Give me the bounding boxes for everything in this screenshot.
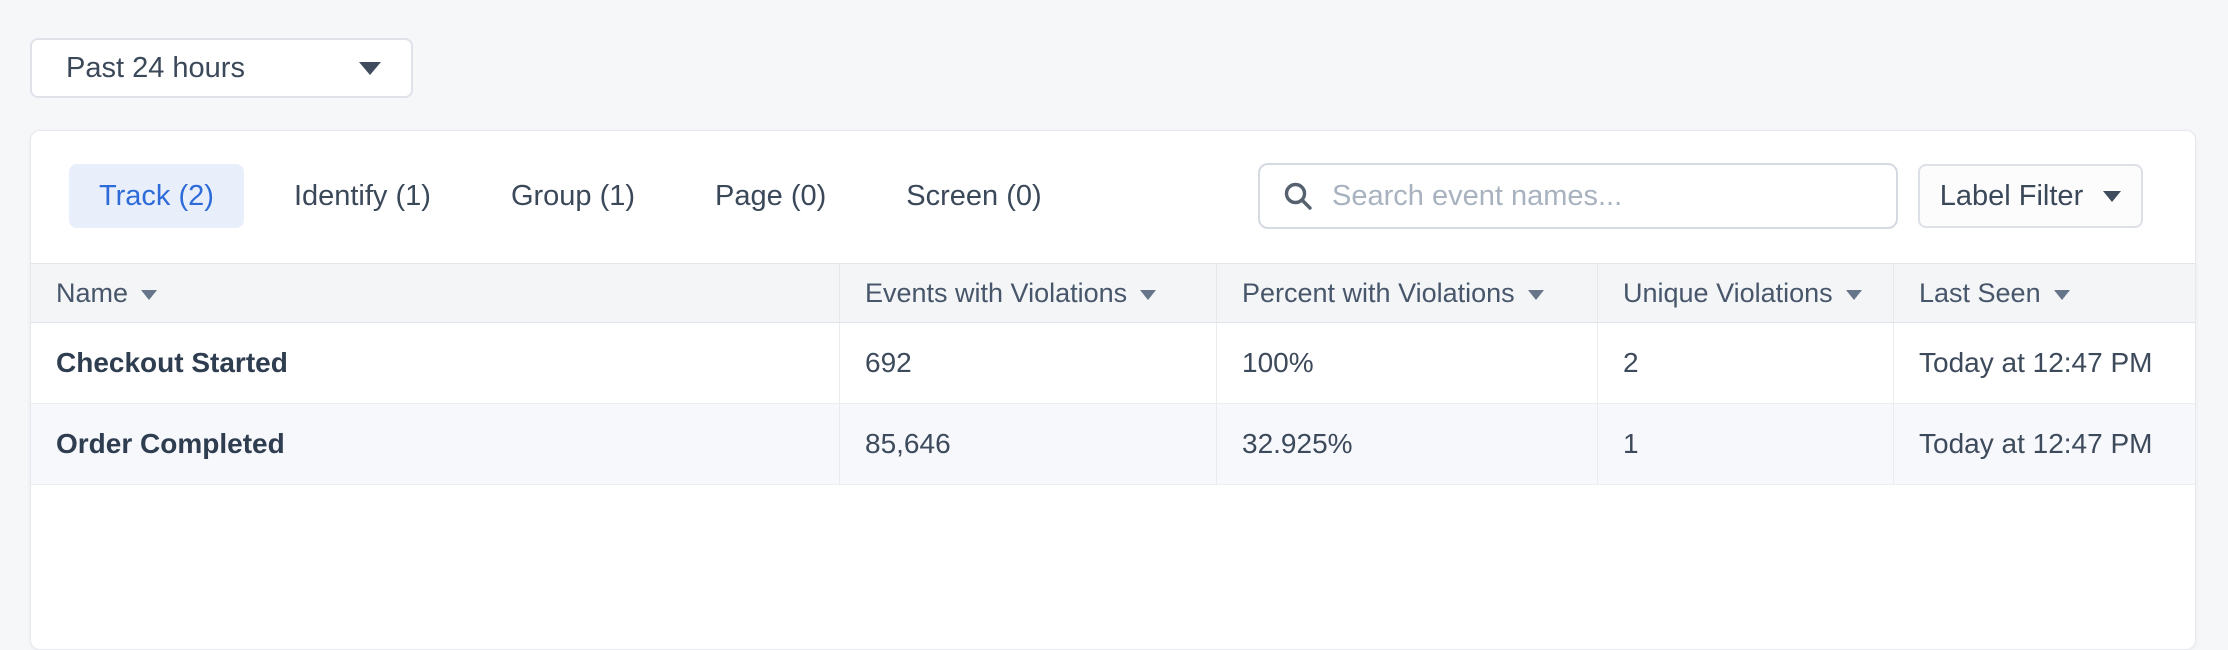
sort-arrow-icon [1140, 289, 1157, 300]
tab-page[interactable]: Page (0) [715, 179, 827, 212]
table-row[interactable]: Checkout Started 692 100% 2 Today at 12:… [31, 323, 2195, 404]
chevron-down-icon [2103, 190, 2122, 202]
search-icon [1284, 182, 1312, 210]
tab-screen[interactable]: Screen (0) [906, 179, 1042, 212]
label-filter-text: Label Filter [1939, 179, 2084, 212]
toolbar: Track (2) Identify (1) Group (1) Page (0… [69, 163, 2143, 229]
search-box [1258, 163, 1898, 229]
toolbar-right-controls: Label Filter [1258, 163, 2143, 229]
sort-arrow-icon [141, 289, 158, 300]
column-header-unique-violations[interactable]: Unique Violations [1597, 264, 1893, 322]
percent-with-violations-cell: 32.925% [1216, 404, 1597, 484]
tab-group[interactable]: Group (1) [510, 179, 636, 212]
last-seen-cell: Today at 12:47 PM [1893, 323, 2195, 403]
event-name-cell[interactable]: Order Completed [56, 428, 285, 459]
chevron-down-icon [359, 61, 381, 75]
column-header-name[interactable]: Name [31, 264, 839, 322]
events-with-violations-cell: 85,646 [839, 404, 1216, 484]
time-range-label: Past 24 hours [66, 51, 245, 84]
percent-with-violations-cell: 100% [1216, 323, 1597, 403]
column-header-last-seen[interactable]: Last Seen [1893, 264, 2195, 322]
event-type-tabs: Track (2) Identify (1) Group (1) Page (0… [69, 164, 1072, 228]
table-row[interactable]: Order Completed 85,646 32.925% 1 Today a… [31, 404, 2195, 485]
tab-track[interactable]: Track (2) [69, 164, 244, 228]
violations-table: Name Events with Violations Percent with… [31, 263, 2195, 485]
tab-identify[interactable]: Identify (1) [293, 179, 431, 212]
sort-arrow-icon [1845, 289, 1862, 300]
table-header-row: Name Events with Violations Percent with… [31, 263, 2195, 323]
events-with-violations-cell: 692 [839, 323, 1216, 403]
sort-arrow-icon [2053, 289, 2070, 300]
column-header-events-with-violations[interactable]: Events with Violations [839, 264, 1216, 322]
event-name-cell[interactable]: Checkout Started [56, 347, 288, 378]
unique-violations-cell: 2 [1597, 323, 1893, 403]
search-input[interactable] [1332, 179, 1874, 213]
label-filter-button[interactable]: Label Filter [1918, 164, 2143, 228]
last-seen-cell: Today at 12:47 PM [1893, 404, 2195, 484]
violations-card: Track (2) Identify (1) Group (1) Page (0… [30, 130, 2196, 650]
column-header-percent-with-violations[interactable]: Percent with Violations [1216, 264, 1597, 322]
unique-violations-cell: 1 [1597, 404, 1893, 484]
sort-arrow-icon [1527, 289, 1544, 300]
time-range-dropdown[interactable]: Past 24 hours [30, 38, 413, 98]
